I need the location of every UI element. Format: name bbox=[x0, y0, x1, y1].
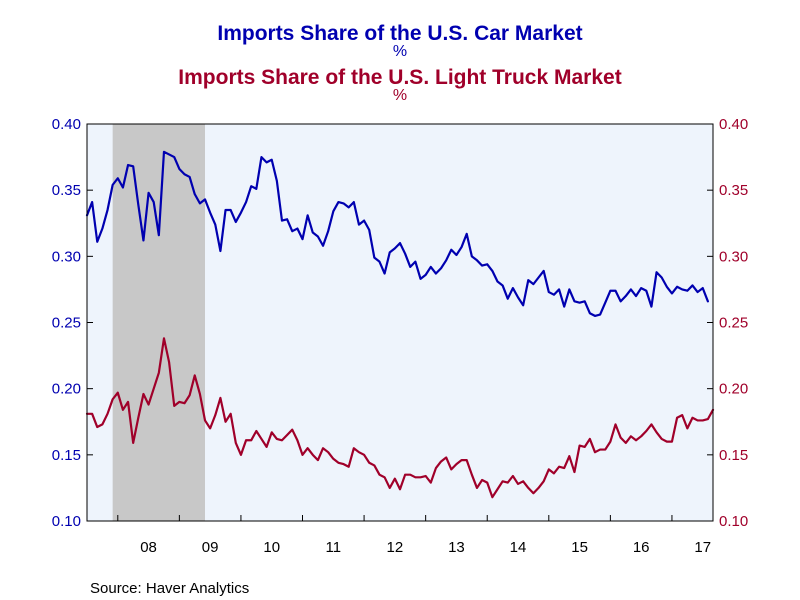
x-axis: 08 09 10 11 12 13 14 15 16 17 bbox=[117, 515, 711, 556]
x-tick-label: 09 bbox=[202, 539, 219, 556]
car-market-series-line bbox=[85, 150, 709, 317]
chart-title-unit: % bbox=[393, 43, 407, 60]
left-tick-label: 0.10 bbox=[52, 513, 81, 530]
right-tick-label: 0.25 bbox=[719, 315, 748, 332]
right-axis: 0.10 0.15 0.20 0.25 0.30 0.35 0.40 bbox=[707, 116, 748, 530]
x-tick-label: 17 bbox=[694, 539, 711, 556]
right-tick-label: 0.30 bbox=[719, 248, 748, 265]
x-tick-label: 15 bbox=[571, 539, 588, 556]
chart-title: Imports Share of the U.S. Car Market bbox=[217, 22, 582, 45]
left-tick-label: 0.30 bbox=[52, 248, 81, 265]
x-tick-label: 08 bbox=[140, 539, 157, 556]
left-tick-label: 0.20 bbox=[52, 381, 81, 398]
series-layer bbox=[85, 150, 715, 499]
left-tick-label: 0.35 bbox=[52, 182, 81, 199]
chart-subtitle: Imports Share of the U.S. Light Truck Ma… bbox=[178, 66, 621, 89]
source-note: Source: Haver Analytics bbox=[90, 580, 249, 597]
left-tick-label: 0.25 bbox=[52, 315, 81, 332]
right-tick-label: 0.15 bbox=[719, 447, 748, 464]
x-tick-label: 10 bbox=[263, 539, 280, 556]
left-tick-label: 0.40 bbox=[52, 116, 81, 133]
right-tick-label: 0.40 bbox=[719, 116, 748, 133]
x-tick-label: 16 bbox=[633, 539, 650, 556]
left-tick-label: 0.15 bbox=[52, 447, 81, 464]
x-tick-label: 12 bbox=[387, 539, 404, 556]
recession-shading bbox=[112, 124, 206, 521]
light-truck-series-line bbox=[85, 337, 715, 499]
x-tick-label: 14 bbox=[510, 539, 527, 556]
x-tick-label: 11 bbox=[326, 539, 342, 556]
right-tick-label: 0.20 bbox=[719, 381, 748, 398]
chart-subtitle-unit: % bbox=[393, 87, 407, 104]
left-axis: 0.10 0.15 0.20 0.25 0.30 0.35 0.40 bbox=[52, 116, 93, 530]
x-tick-label: 13 bbox=[448, 539, 465, 556]
right-tick-label: 0.10 bbox=[719, 513, 748, 530]
right-tick-label: 0.35 bbox=[719, 182, 748, 199]
